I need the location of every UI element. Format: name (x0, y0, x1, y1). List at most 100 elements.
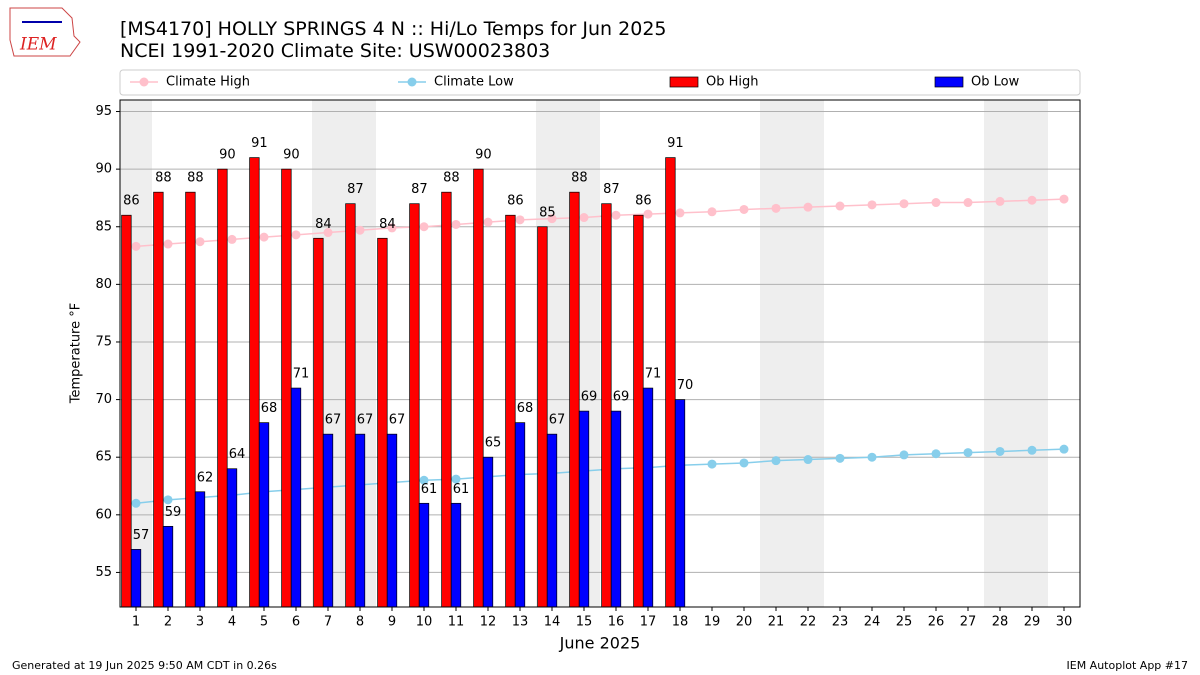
climate-point (451, 219, 461, 229)
climate-point (995, 196, 1005, 206)
climate-point (803, 455, 813, 465)
climate-point (451, 474, 461, 484)
climate-point (899, 199, 909, 209)
climate-point (1027, 195, 1037, 205)
bar (610, 410, 622, 608)
legend-swatch (669, 76, 699, 88)
climate-point (163, 239, 173, 249)
x-tick-label: 21 (768, 615, 785, 630)
climate-point (803, 202, 813, 212)
value-label: 88 (443, 171, 460, 186)
climate-point (867, 200, 877, 210)
weekend-band (1016, 100, 1048, 607)
climate-point (867, 452, 877, 462)
value-label: 85 (539, 205, 556, 220)
climate-point (835, 201, 845, 211)
legend-label: Ob High (706, 75, 759, 90)
bar (345, 203, 356, 608)
x-tick-label: 9 (388, 615, 396, 630)
climate-point (707, 207, 717, 217)
value-label: 61 (453, 482, 470, 497)
climate-point (387, 223, 397, 233)
climate-point (1059, 194, 1069, 204)
x-tick-label: 15 (576, 615, 593, 630)
climate-point (931, 198, 941, 208)
bar (633, 214, 644, 608)
value-label: 90 (219, 148, 236, 163)
bar (537, 226, 548, 608)
value-label: 87 (347, 182, 364, 197)
value-label: 71 (293, 367, 310, 382)
bar (217, 168, 228, 608)
climate-point (547, 214, 557, 224)
x-tick-label: 29 (1024, 615, 1041, 630)
x-tick-label: 11 (448, 615, 465, 630)
climate-point (1059, 444, 1069, 454)
x-tick-label: 4 (228, 615, 236, 630)
bar (409, 203, 420, 608)
x-tick-label: 12 (480, 615, 497, 630)
bar (377, 237, 388, 608)
climate-point (611, 210, 621, 220)
climate-point (163, 495, 173, 505)
climate-point (355, 225, 365, 235)
value-label: 91 (667, 136, 684, 151)
legend-label: Ob Low (971, 75, 1020, 90)
value-label: 69 (581, 390, 598, 405)
x-tick-label: 2 (164, 615, 172, 630)
climate-point (259, 232, 269, 242)
bar (450, 502, 462, 608)
x-tick-label: 28 (992, 615, 1009, 630)
value-label: 62 (197, 470, 214, 485)
climate-point (323, 228, 333, 238)
x-axis-label: June 2025 (559, 634, 641, 653)
bar (601, 203, 612, 608)
bar (153, 191, 164, 608)
x-tick-label: 13 (512, 615, 529, 630)
value-label: 86 (507, 194, 524, 209)
x-tick-label: 1 (132, 615, 140, 630)
bar (473, 168, 484, 608)
climate-point (195, 237, 205, 247)
bar (665, 157, 676, 608)
y-tick-label: 80 (95, 277, 112, 292)
x-tick-label: 16 (608, 615, 625, 630)
weekend-band (984, 100, 1016, 607)
value-label: 67 (389, 413, 406, 428)
x-tick-label: 10 (416, 615, 433, 630)
x-tick-label: 19 (704, 615, 721, 630)
logo-text: IEM (19, 35, 57, 55)
value-label: 65 (485, 436, 502, 451)
value-label: 87 (603, 182, 620, 197)
climate-point (1027, 445, 1037, 455)
x-tick-label: 3 (196, 615, 204, 630)
y-tick-label: 95 (95, 104, 112, 119)
bar (185, 191, 196, 608)
value-label: 67 (549, 413, 566, 428)
plot-frame (119, 99, 1081, 608)
x-tick-label: 30 (1056, 615, 1073, 630)
legend-marker (139, 77, 149, 87)
climate-point (515, 215, 525, 225)
bar (258, 422, 270, 608)
x-tick-label: 17 (640, 615, 657, 630)
climate-point (739, 458, 749, 468)
x-tick-label: 22 (800, 615, 817, 630)
x-tick-label: 27 (960, 615, 977, 630)
bar (578, 410, 590, 608)
climate-point (131, 241, 141, 251)
climate-point (835, 453, 845, 463)
value-label: 64 (229, 447, 246, 462)
climate-point (739, 204, 749, 214)
bar (226, 468, 238, 608)
chart-title: [MS4170] HOLLY SPRINGS 4 N :: Hi/Lo Temp… (120, 18, 667, 40)
bar (514, 422, 526, 608)
value-label: 90 (475, 148, 492, 163)
climate-point (995, 446, 1005, 456)
value-label: 91 (251, 136, 268, 151)
x-tick-label: 6 (292, 615, 300, 630)
value-label: 57 (133, 528, 150, 543)
climate-point (963, 448, 973, 458)
x-tick-label: 23 (832, 615, 849, 630)
